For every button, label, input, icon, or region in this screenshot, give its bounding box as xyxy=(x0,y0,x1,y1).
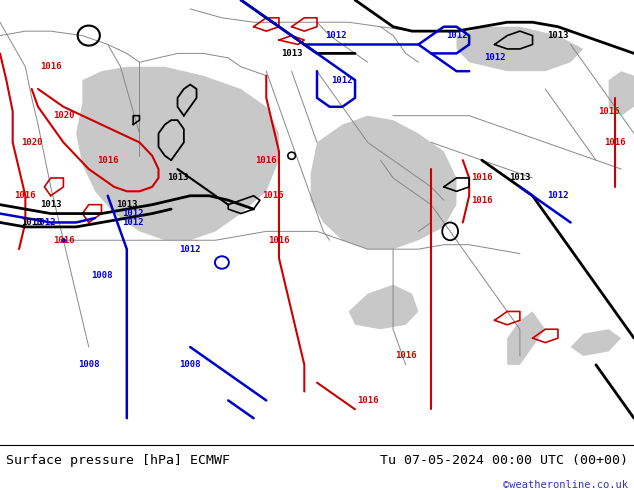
Text: 1016: 1016 xyxy=(598,107,619,116)
Text: 1016: 1016 xyxy=(357,396,378,405)
Text: 1016: 1016 xyxy=(471,196,493,205)
Text: 1016: 1016 xyxy=(15,191,36,200)
Text: 1013: 1013 xyxy=(167,173,188,182)
Text: 1013: 1013 xyxy=(547,31,569,40)
Polygon shape xyxy=(456,26,583,71)
Text: 1012: 1012 xyxy=(332,75,353,85)
Text: 1013: 1013 xyxy=(116,200,138,209)
Text: 1016: 1016 xyxy=(604,138,626,147)
Text: 1016: 1016 xyxy=(97,156,119,165)
Text: 1008: 1008 xyxy=(179,360,201,369)
Text: 1016: 1016 xyxy=(268,236,290,245)
Text: 1016: 1016 xyxy=(53,236,74,245)
Polygon shape xyxy=(507,312,545,365)
Text: 1020: 1020 xyxy=(21,138,42,147)
Text: 1016: 1016 xyxy=(395,351,417,361)
Text: 1008: 1008 xyxy=(78,360,100,369)
Text: 1012: 1012 xyxy=(122,209,144,218)
Polygon shape xyxy=(76,67,279,240)
Polygon shape xyxy=(609,71,634,116)
Text: 1012: 1012 xyxy=(484,53,505,62)
Text: 1012: 1012 xyxy=(547,191,569,200)
Text: 1016: 1016 xyxy=(262,191,283,200)
Text: 1013: 1013 xyxy=(509,173,531,182)
Text: 1013: 1013 xyxy=(21,218,42,227)
Text: ©weatheronline.co.uk: ©weatheronline.co.uk xyxy=(503,480,628,490)
Polygon shape xyxy=(571,329,621,356)
Text: 1016: 1016 xyxy=(471,173,493,182)
Text: 1020: 1020 xyxy=(53,111,74,120)
Text: 1016: 1016 xyxy=(40,62,61,71)
Text: 1012: 1012 xyxy=(325,31,347,40)
Text: 1012: 1012 xyxy=(34,218,55,227)
Text: 1012: 1012 xyxy=(446,31,467,40)
Text: 1016: 1016 xyxy=(256,156,277,165)
Polygon shape xyxy=(311,116,456,249)
Text: Surface pressure [hPa] ECMWF: Surface pressure [hPa] ECMWF xyxy=(6,454,230,467)
Text: 1013: 1013 xyxy=(281,49,302,58)
Text: 1008: 1008 xyxy=(91,271,112,280)
Text: Tu 07-05-2024 00:00 UTC (00+00): Tu 07-05-2024 00:00 UTC (00+00) xyxy=(380,454,628,467)
Polygon shape xyxy=(349,285,418,329)
Text: 1012: 1012 xyxy=(122,218,144,227)
Text: 1012: 1012 xyxy=(179,245,201,254)
Text: 1013: 1013 xyxy=(40,200,61,209)
